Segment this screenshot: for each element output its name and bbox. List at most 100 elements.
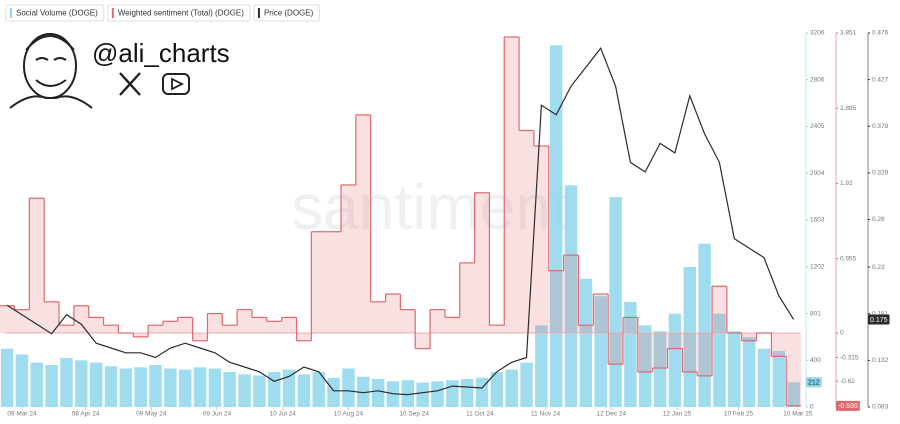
y-tick-label: 2405 (810, 123, 825, 130)
sentiment-area (459, 262, 475, 333)
x-tick-label: 10 Sep 24 (399, 411, 429, 418)
volume-bar (149, 365, 162, 407)
sentiment-area (637, 332, 653, 372)
sentiment-area (59, 325, 74, 333)
y-tick-label: 1.92 (840, 180, 853, 187)
volume-bar (475, 377, 489, 407)
sentiment-area (385, 294, 401, 333)
x-tick-label: 08 Apr 24 (72, 411, 100, 418)
badge-bg (836, 400, 860, 411)
y-tick-label: 1603 (810, 217, 825, 224)
x-tick-label: 12 Jan 25 (663, 411, 692, 418)
y-tick-label: 1202 (810, 263, 825, 270)
sentiment-area (771, 332, 787, 357)
sentiment-area (237, 309, 252, 333)
legend-item: Social Volume (DOGE) (5, 4, 105, 22)
volume-bar (134, 367, 147, 407)
sentiment-area (44, 301, 60, 333)
sentiment-area (222, 325, 238, 333)
sentiment-area (519, 130, 534, 333)
sentiment-area (652, 332, 668, 369)
sentiment-area (682, 332, 698, 372)
y-tick-label: 0 (840, 330, 844, 337)
volume-bar (698, 243, 711, 407)
volume-bar (327, 377, 340, 407)
sentiment-area (489, 325, 505, 333)
x-tick-label: 11 Oct 24 (466, 411, 494, 418)
sentiment-area (563, 255, 579, 333)
sentiment-area (103, 325, 119, 333)
volume-bar (416, 382, 429, 407)
volume-bar (431, 381, 444, 407)
sentiment-area (355, 114, 371, 333)
badge-label: 212 (808, 380, 820, 387)
y-tick-label: 0.476 (872, 30, 889, 37)
badge-bg (868, 314, 890, 325)
sentiment-area (266, 321, 282, 333)
volume-bar (639, 325, 652, 407)
volume-bar (45, 365, 58, 407)
sentiment-area (400, 309, 416, 333)
sentiment-area (786, 332, 802, 406)
volume-bar (15, 354, 29, 407)
volume-bar (713, 313, 726, 407)
y-tick-label: 2.885 (840, 105, 857, 112)
volume-bar (624, 302, 637, 407)
x-tick-label: 10 Aug 24 (334, 411, 364, 418)
y-tick-label: 0.083 (872, 404, 889, 411)
volume-bar (193, 367, 207, 407)
sentiment-area (281, 317, 297, 333)
volume-bar (594, 296, 607, 407)
sentiment-area (504, 36, 520, 333)
volume-bar (30, 362, 44, 407)
volume-bar (89, 362, 103, 407)
volume-bar (164, 368, 177, 407)
volume-bar (312, 372, 325, 407)
x-tick-label: 10 Mar 25 (783, 411, 813, 418)
legend-label: Social Volume (DOGE) (16, 9, 98, 18)
y-tick-label: -0.62 (840, 378, 855, 385)
volume-bar (446, 380, 459, 407)
y-tick-label: 0.132 (872, 357, 889, 364)
volume-bar (549, 45, 563, 407)
volume-bar (564, 185, 578, 407)
badge-label: 0.175 (870, 317, 888, 324)
volume-bar (253, 375, 266, 407)
volume-bar (579, 278, 593, 407)
sentiment-area (148, 325, 163, 333)
sentiment-area (415, 332, 431, 349)
last-value-badge: -0.935 (836, 400, 860, 411)
sentiment-area (593, 294, 609, 333)
sentiment-area (622, 317, 638, 333)
legend-box (253, 4, 320, 22)
sentiment-area (251, 317, 267, 333)
x-tick-label: 09 Jun 24 (203, 411, 232, 418)
volume-bar (342, 368, 355, 407)
legend-swatch (257, 8, 260, 18)
sentiment-area (29, 198, 45, 333)
volume-bar (772, 351, 786, 407)
sentiment-area (296, 332, 312, 341)
sentiment-area (548, 270, 564, 333)
sentiment-area (578, 325, 594, 333)
volume-bar (520, 362, 533, 407)
x-tick-label: 10 Feb 25 (724, 411, 754, 418)
y-tick-label: 801 (810, 310, 821, 317)
x-tick-label: 10 Jul 24 (270, 411, 297, 418)
sentiment-area (697, 332, 713, 376)
volume-bar (505, 369, 518, 407)
legend-label: Price (DOGE) (264, 9, 314, 18)
y-tick-label: 3.851 (840, 30, 857, 37)
sentiment-area (667, 332, 683, 349)
x-tick-label: 11 Nov 24 (531, 411, 561, 418)
y-tick-label: 0.955 (840, 255, 857, 262)
volume-bar (668, 313, 682, 407)
y-tick-label: 0 (810, 404, 814, 411)
volume-bar (75, 360, 88, 407)
sentiment-area (0, 305, 15, 333)
handle: @ali_charts (92, 38, 230, 68)
sentiment-area (192, 332, 208, 341)
volume-bar (757, 348, 771, 407)
legend-item: Price (DOGE) (253, 4, 320, 22)
